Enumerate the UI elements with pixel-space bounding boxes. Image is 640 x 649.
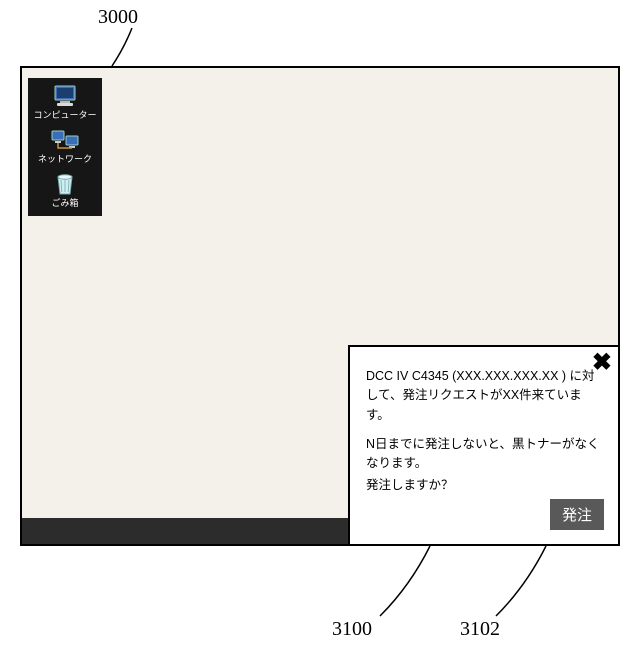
trash-icon <box>54 172 76 196</box>
figure-ref-3102: 3102 <box>460 618 500 641</box>
desktop-icon-trash[interactable]: ごみ箱 <box>51 172 78 208</box>
popup-message-2: N日までに発注しないと、黒トナーがなくなります。 <box>366 435 604 474</box>
desktop-icon-label: ネットワーク <box>38 155 92 164</box>
figure-ref-3000: 3000 <box>98 6 138 29</box>
desktop-screen: コンピューター ネットワーク <box>20 66 620 546</box>
network-icon <box>50 128 80 152</box>
desktop-icon-label: ごみ箱 <box>51 199 78 208</box>
order-notification-popup: ✖ DCC IV C4345 (XXX.XXX.XXX.XX ) に対して、発注… <box>348 345 620 546</box>
computer-icon <box>51 84 79 108</box>
desktop-icon-computer[interactable]: コンピューター <box>33 84 96 120</box>
figure-ref-3100: 3100 <box>332 618 372 641</box>
order-button[interactable]: 発注 <box>550 499 604 530</box>
popup-message-1: DCC IV C4345 (XXX.XXX.XXX.XX ) に対して、発注リク… <box>366 367 604 425</box>
close-icon[interactable]: ✖ <box>592 351 612 375</box>
popup-message-3: 発注しますか？ <box>366 476 604 495</box>
desktop-icon-column: コンピューター ネットワーク <box>28 78 102 216</box>
desktop-icon-label: コンピューター <box>33 111 96 120</box>
desktop-icon-network[interactable]: ネットワーク <box>38 128 92 164</box>
